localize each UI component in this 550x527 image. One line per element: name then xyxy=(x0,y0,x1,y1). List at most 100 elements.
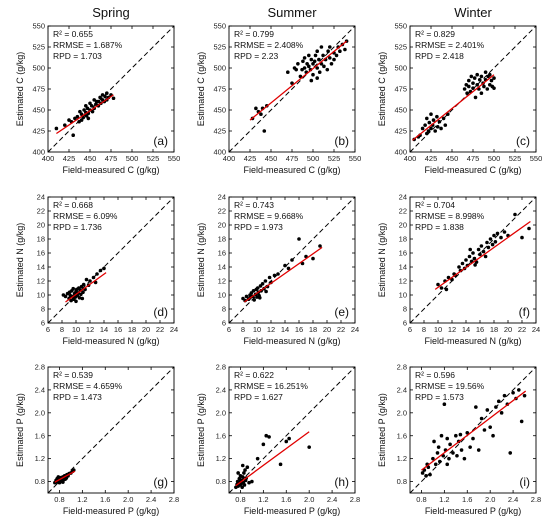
plot-frame xyxy=(409,366,537,494)
data-point xyxy=(263,279,268,283)
x-axis-label: Field-measured N (g/kg) xyxy=(62,336,159,346)
data-point xyxy=(439,126,443,131)
y-axis-label: Estimated C (g/kg) xyxy=(377,52,387,127)
y-tick-label: 22 xyxy=(399,207,407,216)
y-tick-label: 1.6 xyxy=(397,431,407,440)
y-tick-label: 16 xyxy=(399,249,407,258)
data-point xyxy=(80,296,85,301)
stat-line: RRMSE = 9.668% xyxy=(234,211,304,221)
x-tick-label: 0.8 xyxy=(54,495,64,504)
data-point xyxy=(302,66,307,70)
y-tick-label: 20 xyxy=(399,221,407,230)
column-title: Spring xyxy=(92,5,130,20)
data-point xyxy=(311,256,315,261)
panel-label: (e) xyxy=(334,305,349,319)
data-point xyxy=(332,57,336,62)
data-point xyxy=(491,433,495,438)
x-tick-label: 10 xyxy=(434,325,442,334)
stat-line: RPD = 1.573 xyxy=(415,392,464,402)
data-point xyxy=(437,459,442,464)
data-point xyxy=(448,442,452,447)
data-point xyxy=(75,114,80,119)
stat-line: RRMSE = 8.998% xyxy=(415,211,485,221)
stat-line: RPD = 2.418 xyxy=(415,51,464,61)
x-tick-label: 1.6 xyxy=(462,495,472,504)
stat-line: R² = 0.668 xyxy=(53,200,93,210)
y-tick-label: 6 xyxy=(222,319,226,328)
y-tick-label: 18 xyxy=(218,235,226,244)
data-point xyxy=(495,231,500,236)
y-tick-label: 475 xyxy=(394,85,407,94)
data-point xyxy=(527,226,531,231)
data-point xyxy=(307,445,311,449)
x-tick-label: 22 xyxy=(518,325,526,334)
x-tick-label: 550 xyxy=(530,154,543,163)
data-point xyxy=(317,70,322,74)
x-tick-label: 14 xyxy=(100,325,108,334)
panel-label: (g) xyxy=(153,475,168,489)
x-tick-label: 16 xyxy=(114,325,122,334)
data-point xyxy=(511,390,515,395)
x-tick-label: 14 xyxy=(281,325,289,334)
data-point xyxy=(425,116,429,121)
y-tick-label: 12 xyxy=(218,277,226,286)
y-tick-label: 12 xyxy=(399,277,407,286)
data-point xyxy=(301,59,305,64)
y-tick-label: 18 xyxy=(37,235,45,244)
y-tick-label: 24 xyxy=(399,193,407,202)
x-tick-label: 1.6 xyxy=(100,495,110,504)
y-tick-label: 0.8 xyxy=(397,477,407,486)
y-tick-label: 475 xyxy=(32,85,45,94)
x-tick-label: 20 xyxy=(323,325,331,334)
data-point xyxy=(247,480,251,485)
data-point xyxy=(485,408,490,412)
data-point xyxy=(267,275,272,280)
y-tick-label: 1.2 xyxy=(216,454,226,463)
data-point xyxy=(243,468,247,472)
stat-line: R² = 0.829 xyxy=(415,29,455,39)
x-tick-label: 475 xyxy=(467,154,480,163)
y-tick-label: 450 xyxy=(32,106,45,115)
x-tick-label: 0.8 xyxy=(235,495,245,504)
data-point xyxy=(264,289,268,294)
data-point xyxy=(69,298,73,303)
x-tick-label: 0.8 xyxy=(416,495,426,504)
fit-line xyxy=(412,74,495,141)
data-point xyxy=(290,258,294,262)
y-axis-label: Estimated P (g/kg) xyxy=(196,393,206,467)
data-point xyxy=(252,298,256,302)
data-point xyxy=(74,299,78,304)
data-point xyxy=(322,64,326,69)
x-tick-label: 12 xyxy=(267,325,275,334)
stat-line: RPD = 1.973 xyxy=(234,222,283,232)
data-point xyxy=(471,251,475,255)
y-tick-label: 8 xyxy=(222,305,226,314)
data-point xyxy=(313,53,318,58)
data-point xyxy=(483,70,488,74)
y-axis-label: Estimated N (g/kg) xyxy=(196,223,206,298)
x-tick-label: 2.4 xyxy=(146,495,156,504)
data-point xyxy=(475,72,480,77)
plot-frame xyxy=(228,196,356,324)
data-point xyxy=(447,456,451,461)
stat-line: RRMSE = 19.56% xyxy=(415,381,485,391)
data-point xyxy=(298,74,303,79)
stat-line: RPD = 2.23 xyxy=(234,51,278,61)
data-point xyxy=(315,76,320,80)
y-tick-label: 6 xyxy=(403,319,407,328)
data-point xyxy=(259,112,263,116)
data-point xyxy=(490,242,495,247)
y-tick-label: 425 xyxy=(213,127,226,136)
x-tick-label: 20 xyxy=(504,325,512,334)
data-point xyxy=(481,249,486,254)
fit-line xyxy=(65,272,107,303)
y-tick-label: 550 xyxy=(213,22,226,31)
data-point xyxy=(111,96,116,101)
identity-line xyxy=(409,366,537,494)
data-point xyxy=(328,56,332,60)
data-point xyxy=(290,81,294,85)
data-point xyxy=(517,388,521,392)
x-tick-label: 425 xyxy=(63,154,76,163)
data-point xyxy=(442,402,447,407)
data-point xyxy=(439,286,444,290)
